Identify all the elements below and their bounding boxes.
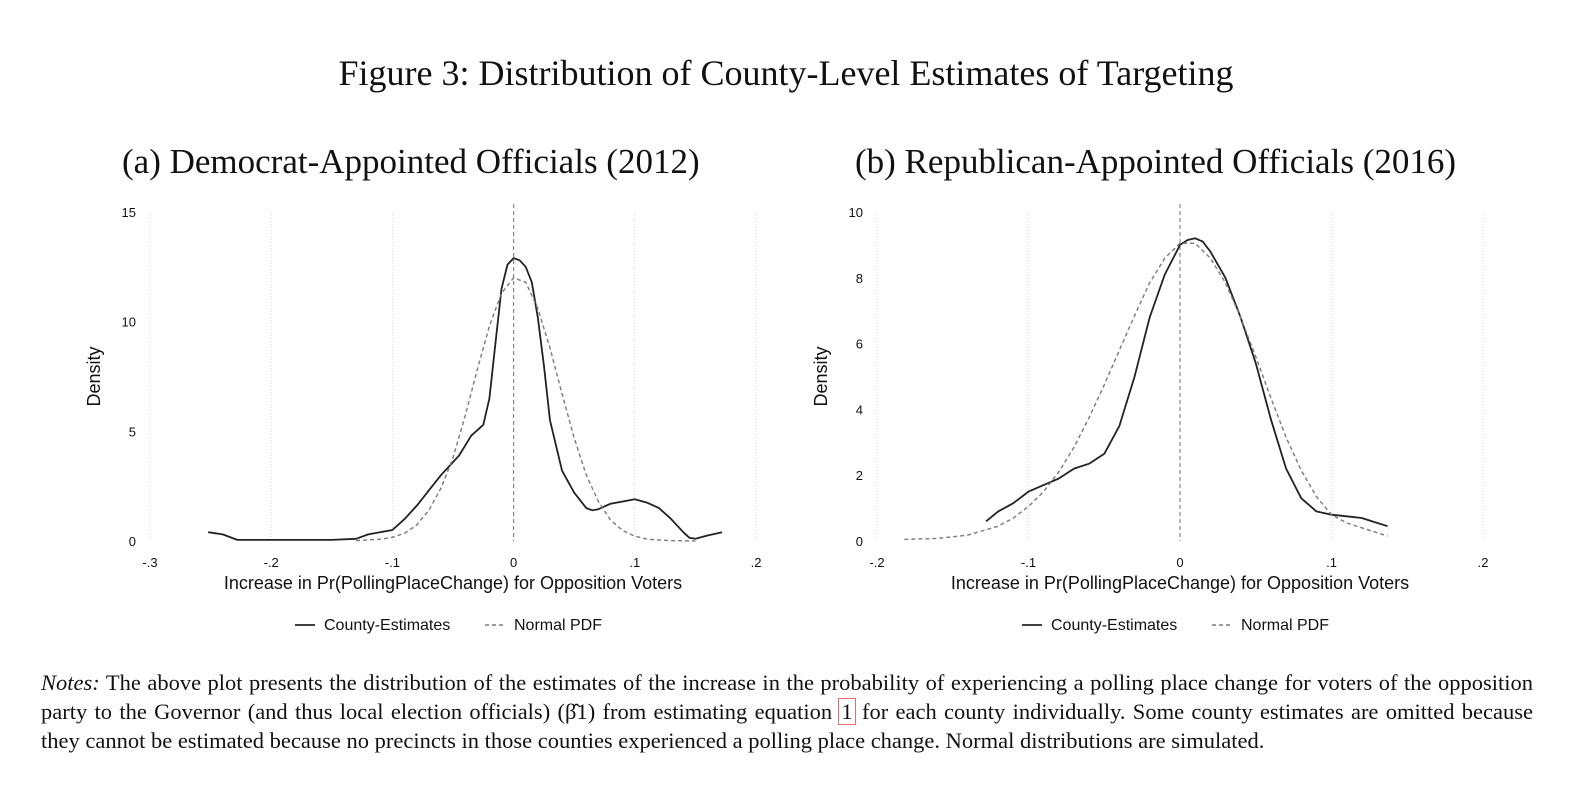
x-axis-label: Increase in Pr(PollingPlaceChange) for O… (951, 573, 1409, 593)
x-tick-label: -.2 (264, 555, 279, 570)
y-tick-label: 8 (856, 271, 863, 286)
x-tick-label: .1 (629, 555, 640, 570)
x-tick-label: -.2 (869, 555, 884, 570)
figure-notes: Notes: The above plot presents the distr… (41, 668, 1533, 755)
x-tick-label: -.1 (1021, 555, 1036, 570)
y-axis-label: Density (811, 346, 831, 406)
notes-label: Notes: (41, 670, 100, 695)
notes-text-1: The above plot presents the distribution… (41, 670, 1533, 724)
panel-b-title: (b) Republican-Appointed Officials (2016… (855, 142, 1456, 181)
county-estimates-line (208, 257, 723, 541)
figure-title: Figure 3: Distribution of County-Level E… (338, 53, 1234, 93)
y-axis-label: Density (84, 346, 104, 406)
x-tick-label: .1 (1326, 555, 1337, 570)
chart-republican-2016: -.2 -.1 0 .1 .2 0 2 4 6 8 10 Increase in Pr(Polling… (811, 204, 1489, 634)
x-tick-label: -.3 (142, 555, 157, 570)
x-tick-label: 0 (510, 555, 517, 570)
notes-text-2: from estimating equation (595, 699, 840, 724)
y-tick-label: 15 (122, 205, 136, 220)
county-estimates-line (985, 237, 1388, 528)
x-tick-label: .2 (751, 555, 762, 570)
y-tick-label: 10 (849, 205, 863, 220)
y-tick-label: 10 (122, 315, 136, 330)
legend-label-estimates: County-Estimates (324, 617, 450, 634)
y-tick-label: 2 (856, 468, 863, 483)
y-tick-label: 4 (856, 402, 863, 417)
x-tick-label: -.1 (385, 555, 400, 570)
equation-link[interactable]: 1 (838, 698, 856, 725)
notes-text-3: for each county individually. Some count… (41, 699, 1533, 753)
y-tick-label: 6 (856, 337, 863, 352)
x-tick-label: .2 (1478, 555, 1489, 570)
y-tick-label: 0 (856, 534, 863, 549)
panel-a-title: (a) Democrat-Appointed Officials (2012) (122, 142, 700, 181)
legend-label-normal: Normal PDF (514, 617, 602, 634)
normal-pdf-line (904, 242, 1388, 541)
legend-label-normal: Normal PDF (1241, 617, 1329, 634)
y-tick-label: 5 (129, 424, 136, 439)
chart-democrat-2012: -.3 -.2 -.1 0 .1 .2 0 5 10 15 Increase in Pr(Polli… (84, 204, 762, 634)
x-tick-label: 0 (1176, 555, 1183, 570)
y-tick-label: 0 (129, 534, 136, 549)
normal-pdf-line (355, 277, 696, 542)
x-axis-label: Increase in Pr(PollingPlaceChange) for O… (224, 573, 682, 593)
beta-symbol: (β̂1) (557, 699, 596, 724)
legend-label-estimates: County-Estimates (1051, 617, 1177, 634)
